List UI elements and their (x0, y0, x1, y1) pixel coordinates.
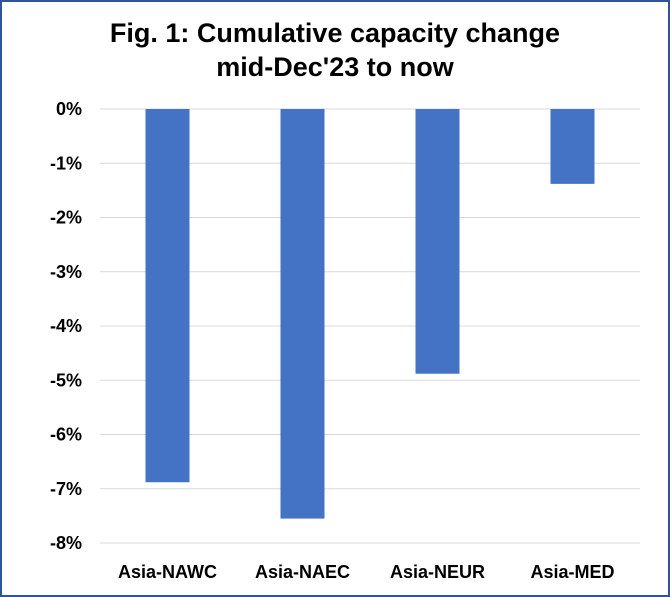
bars (145, 109, 595, 519)
chart-title-line-2: mid-Dec'23 to now (216, 52, 454, 82)
category-label-asia-med: Asia-MED (530, 562, 614, 582)
y-tick-label: -3% (50, 262, 82, 282)
category-label-asia-nawc: Asia-NAWC (118, 562, 217, 582)
category-label-asia-naec: Asia-NAEC (255, 562, 350, 582)
gridlines (100, 108, 640, 544)
y-axis-tick-labels: 0% -1% -2% -3% -4% -5% -6% -7% -8% (50, 99, 82, 553)
y-tick-label: -7% (50, 479, 82, 499)
bar-asia-neur (415, 109, 460, 374)
x-axis-category-labels: Asia-NAWC Asia-NAEC Asia-NEUR Asia-MED (118, 562, 615, 582)
y-tick-label: -5% (50, 370, 82, 390)
y-tick-label: -1% (50, 153, 82, 173)
chart-title-line-1: Fig. 1: Cumulative capacity change (109, 18, 561, 48)
y-tick-label: 0% (56, 99, 82, 119)
chart-title: Fig. 1: Cumulative capacity change mid-D… (0, 16, 670, 84)
category-label-asia-neur: Asia-NEUR (390, 562, 485, 582)
bar-asia-nawc (145, 109, 190, 483)
y-tick-label: -4% (50, 316, 82, 336)
bar-asia-naec (280, 109, 325, 519)
y-tick-label: -8% (50, 533, 82, 553)
y-tick-label: -6% (50, 425, 82, 445)
bar-asia-med (550, 109, 595, 184)
y-tick-label: -2% (50, 208, 82, 228)
